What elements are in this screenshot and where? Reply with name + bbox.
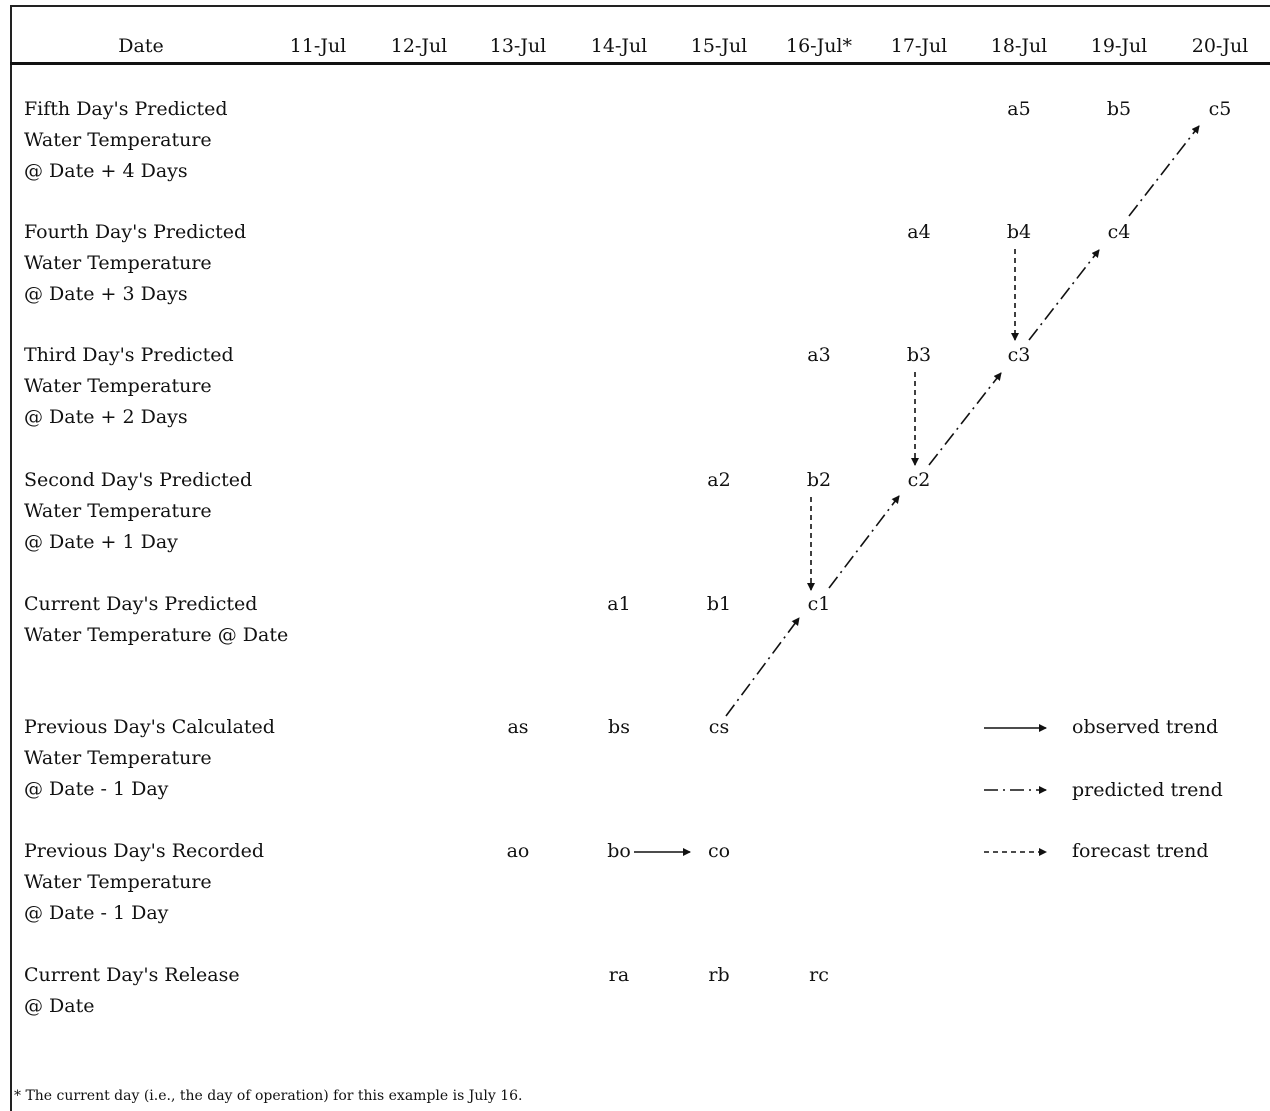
cell-cs: cs <box>708 716 730 738</box>
date-header-11-jul: 11-Jul <box>289 35 347 57</box>
date-header-13-jul: 13-Jul <box>489 35 547 57</box>
row-label-second-day: Second Day's Predicted Water Temperature @… <box>24 469 253 553</box>
date-header-14-jul: 14-Jul <box>590 35 648 57</box>
date-header-16-jul: 16-Jul* <box>785 35 853 57</box>
cell-b5: b5 <box>1106 98 1132 120</box>
row-label-previous-calculated: Previous Day's Calculated Water Temperatu… <box>24 716 275 800</box>
cell-bs: bs <box>608 716 630 738</box>
predicted-arrow-c3-c4 <box>1028 249 1100 341</box>
predicted-arrow-c2-c3 <box>928 372 1002 466</box>
header-rule <box>10 62 1270 65</box>
row-label-release: Current Day's Release @ Date <box>24 964 240 1017</box>
date-column-header: Date <box>118 35 164 57</box>
cell-rc: rc <box>809 964 829 986</box>
cell-as: as <box>507 716 529 738</box>
cell-a4: a4 <box>907 221 931 243</box>
date-header-17-jul: 17-Jul <box>890 35 948 57</box>
cell-a5: a5 <box>1007 98 1031 120</box>
cell-c2: c2 <box>907 469 931 491</box>
cell-bo: bo <box>607 840 631 862</box>
cell-b2: b2 <box>806 469 832 491</box>
date-header-12-jul: 12-Jul <box>390 35 448 57</box>
footnote: * The current day (i.e., the day of oper… <box>14 1088 523 1104</box>
cell-b4: b4 <box>1006 221 1032 243</box>
legend-predicted-label: predicted trend <box>1072 779 1223 801</box>
legend-forecast-label: forecast trend <box>1072 840 1209 862</box>
cell-co: co <box>707 840 731 862</box>
row-label-third-day: Third Day's Predicted Water Temperature @ … <box>24 344 234 428</box>
cell-c1: c1 <box>807 593 831 615</box>
legend-observed-label: observed trend <box>1072 716 1219 738</box>
cell-a2: a2 <box>707 469 731 491</box>
date-header-18-jul: 18-Jul <box>990 35 1048 57</box>
date-header-20-jul: 20-Jul <box>1191 35 1249 57</box>
row-label-current-day: Current Day's Predicted Water Temperature… <box>24 593 289 646</box>
frame-top-border <box>10 5 1270 7</box>
date-header-19-jul: 19-Jul <box>1090 35 1148 57</box>
frame-left-border <box>10 5 12 1111</box>
row-label-previous-recorded: Previous Day's Recorded Water Temperature… <box>24 840 264 924</box>
row-label-fourth-day: Fourth Day's Predicted Water Temperature @… <box>24 221 247 305</box>
cell-b3: b3 <box>906 344 932 366</box>
cell-b1: b1 <box>706 593 732 615</box>
cell-a1: a1 <box>607 593 631 615</box>
cell-c5: c5 <box>1208 98 1232 120</box>
cell-a3: a3 <box>807 344 831 366</box>
cell-ra: ra <box>608 964 630 986</box>
row-label-fifth-day: Fifth Day's Predicted Water Temperature @ … <box>24 98 228 182</box>
predicted-arrow-c4-c5 <box>1128 125 1200 217</box>
cell-ao: ao <box>506 840 530 862</box>
cell-c3: c3 <box>1007 344 1031 366</box>
date-header-15-jul: 15-Jul <box>690 35 748 57</box>
predicted-arrow-c1-c2 <box>828 495 900 589</box>
predicted-arrow-cs-c1 <box>725 617 800 717</box>
cell-c4: c4 <box>1107 221 1131 243</box>
cell-rb: rb <box>708 964 730 986</box>
